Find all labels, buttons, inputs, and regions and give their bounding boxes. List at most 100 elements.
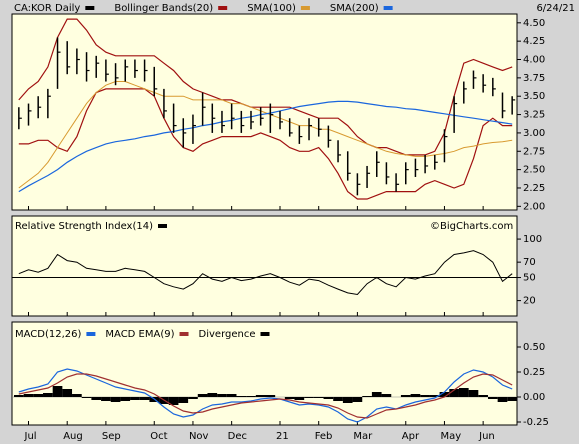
- divergence-bar: [207, 393, 218, 397]
- watermark: ©BigCharts.com: [430, 221, 513, 232]
- divergence-bar: [101, 397, 111, 401]
- x-tick-label: May: [440, 431, 461, 442]
- legend-label: CA:KOR Daily: [14, 3, 80, 14]
- y-tick-label: 2.50: [523, 165, 545, 176]
- legend-swatch: [158, 224, 167, 228]
- x-tick-label: Mar: [353, 431, 373, 442]
- line: [18, 81, 513, 189]
- legend-swatch: [300, 6, 310, 10]
- divergence-bar: [52, 386, 63, 397]
- legend-swatch: [86, 332, 96, 336]
- divergence-bar: [236, 396, 247, 397]
- x-tick-label: Sep: [102, 431, 121, 442]
- divergence-bar: [313, 397, 324, 398]
- divergence-bar: [110, 397, 121, 402]
- legend-label: Relative Strength Index(14): [15, 221, 153, 232]
- line: [18, 100, 513, 193]
- divergence-bar: [439, 392, 450, 397]
- divergence-bar: [255, 395, 266, 397]
- y-tick-label: 3.00: [523, 128, 545, 139]
- divergence-bar: [178, 397, 189, 403]
- x-tick-label: Aug: [63, 431, 83, 442]
- y-tick-label: 70: [523, 257, 536, 268]
- x-tick-label: Jul: [24, 431, 37, 442]
- divergence-bar: [294, 397, 305, 400]
- divergence-bar: [188, 397, 198, 399]
- line: [18, 88, 513, 200]
- x-tick-label: Feb: [315, 431, 333, 442]
- divergence-bar: [507, 397, 517, 401]
- y-tick-label: 3.75: [523, 73, 545, 84]
- line: [18, 373, 513, 419]
- y-tick-label: 0.00: [523, 392, 545, 403]
- x-tick-label: Oct: [150, 431, 167, 442]
- divergence-bar: [120, 397, 131, 401]
- y-tick-label: -0.25: [523, 417, 549, 428]
- divergence-bar: [371, 392, 382, 397]
- divergence-bar: [362, 396, 372, 397]
- divergence-bar: [487, 397, 498, 399]
- divergence-bar: [62, 389, 73, 397]
- y-tick-label: 4.25: [523, 36, 545, 47]
- divergence-bar: [304, 397, 314, 398]
- y-tick-label: 2.00: [523, 201, 545, 212]
- legend-label: Divergence: [199, 329, 256, 340]
- legend-swatch: [179, 332, 189, 336]
- legend-label: SMA(200): [330, 3, 379, 14]
- divergence-bar: [333, 397, 343, 401]
- y-tick-label: 2.75: [523, 146, 545, 157]
- legend-swatch: [218, 6, 228, 10]
- divergence-bar: [352, 397, 363, 402]
- y-tick-label: 2.25: [523, 183, 545, 194]
- legend-label: Bollinger Bands(20): [114, 3, 213, 14]
- divergence-bar: [81, 397, 92, 398]
- divergence-bar: [400, 395, 411, 397]
- panel: [11, 215, 518, 317]
- divergence-bar: [497, 397, 508, 402]
- divergence-bar: [468, 390, 479, 397]
- y-tick-label: 0.25: [523, 367, 545, 378]
- divergence-bar: [458, 388, 469, 397]
- divergence-bar: [265, 395, 276, 397]
- divergence-bar: [449, 389, 459, 397]
- x-tick-label: 21: [276, 431, 289, 442]
- divergence-bar: [91, 397, 102, 400]
- line: [18, 250, 513, 296]
- divergence-bar: [246, 396, 256, 397]
- legend-swatch: [383, 6, 393, 10]
- divergence-bar: [381, 394, 392, 397]
- x-tick-label: Jun: [478, 431, 495, 442]
- divergence-bar: [168, 397, 179, 405]
- y-tick-label: 3.50: [523, 91, 545, 102]
- divergence-bar: [429, 395, 440, 397]
- line: [18, 368, 513, 423]
- divergence-bar: [14, 395, 24, 397]
- divergence-bar: [323, 397, 334, 399]
- y-tick-label: 50: [523, 273, 536, 284]
- divergence-bar: [410, 394, 421, 397]
- divergence-bar: [23, 394, 34, 397]
- legend-label: SMA(100): [247, 3, 296, 14]
- y-tick-label: 20: [523, 296, 536, 307]
- divergence-bar: [139, 397, 150, 400]
- divergence-bar: [130, 397, 140, 400]
- divergence-bar: [478, 395, 488, 397]
- panel: [11, 321, 518, 426]
- legend-label: MACD EMA(9): [105, 329, 174, 340]
- divergence-bar: [217, 394, 227, 397]
- divergence-bar: [33, 394, 44, 397]
- divergence-bar: [72, 394, 82, 397]
- x-tick-label: Apr: [402, 431, 420, 442]
- x-tick-label: Nov: [189, 431, 209, 442]
- y-tick-label: 100: [523, 234, 542, 245]
- y-tick-label: 3.25: [523, 110, 545, 121]
- divergence-bar: [226, 394, 237, 397]
- date-label: 6/24/21: [536, 3, 575, 14]
- divergence-bar: [197, 394, 208, 397]
- legend-swatch: [85, 6, 95, 10]
- y-tick-label: 4.00: [523, 55, 545, 66]
- divergence-bar: [284, 397, 295, 399]
- legend-swatch: [260, 332, 270, 336]
- divergence-bar: [43, 393, 53, 397]
